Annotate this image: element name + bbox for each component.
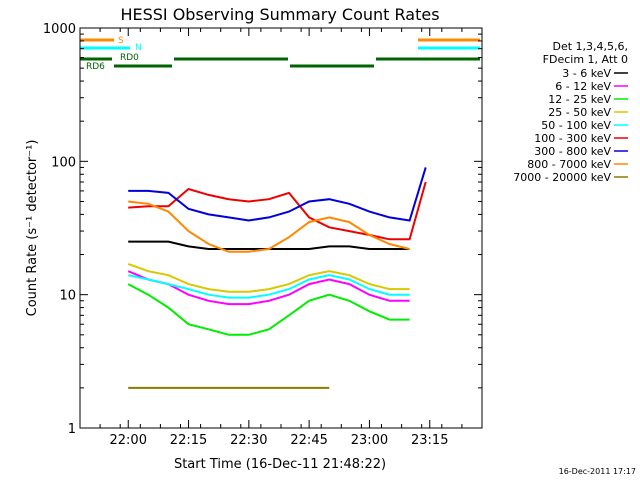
x-tick-label-5: 23:15 bbox=[411, 433, 448, 448]
legend-label-2: 12 - 25 keV bbox=[548, 93, 611, 106]
series-line-4 bbox=[127, 274, 410, 299]
x-axis-label: Start Time (16-Dec-11 21:48:22) bbox=[174, 457, 386, 472]
series-line-3 bbox=[127, 262, 410, 293]
flag-label-2: RD0 bbox=[120, 53, 139, 63]
legend-label-8: 7000 - 20000 keV bbox=[513, 171, 611, 184]
y-tick-label-0: 1 bbox=[68, 422, 76, 437]
series-line-2 bbox=[127, 283, 410, 336]
x-tick-label-0: 22:00 bbox=[110, 433, 147, 448]
x-tick-label-4: 23:00 bbox=[351, 433, 388, 448]
y-tick-label-1: 10 bbox=[59, 289, 76, 304]
legend: Det 1,3,4,5,6,FDecim 1, Att 03 - 6 keV6 … bbox=[513, 40, 628, 184]
legend-label-1: 6 - 12 keV bbox=[555, 80, 611, 93]
x-axis: 22:00 22:15 22:30 22:45 23:00 23:15 bbox=[79, 28, 483, 448]
flag-label-1: N bbox=[135, 43, 142, 53]
y-tick-label-2: 100 bbox=[51, 155, 76, 170]
x-tick-label-1: 22:15 bbox=[170, 433, 207, 448]
y-axis-label: Count Rate (s⁻¹ detector⁻¹) bbox=[25, 140, 40, 317]
legend-header-0: Det 1,3,4,5,6, bbox=[552, 40, 628, 53]
chart-title: HESSI Observing Summary Count Rates bbox=[120, 5, 439, 24]
flag-label-3: RD6 bbox=[86, 62, 105, 72]
series-line-6 bbox=[128, 167, 427, 222]
x-tick-label-3: 22:45 bbox=[290, 433, 327, 448]
flag-label-0: S bbox=[118, 36, 124, 46]
series-line-5 bbox=[128, 181, 427, 241]
series-layer bbox=[127, 167, 427, 389]
legend-label-5: 100 - 300 keV bbox=[534, 132, 611, 145]
legend-label-6: 300 - 800 keV bbox=[534, 145, 611, 158]
legend-label-0: 3 - 6 keV bbox=[562, 67, 611, 80]
legend-label-4: 50 - 100 keV bbox=[541, 119, 611, 132]
y-axis: 1 10 100 1000 bbox=[43, 22, 482, 437]
series-line-1 bbox=[127, 270, 410, 306]
legend-header-1: FDecim 1, Att 0 bbox=[543, 53, 628, 66]
series-line-7 bbox=[128, 200, 410, 253]
legend-label-3: 25 - 50 keV bbox=[548, 106, 611, 119]
x-tick-label-2: 22:30 bbox=[230, 433, 267, 448]
plot-frame bbox=[79, 27, 483, 429]
legend-label-7: 800 - 7000 keV bbox=[527, 158, 611, 171]
y-tick-label-3: 1000 bbox=[43, 22, 76, 37]
timestamp: 16-Dec-2011 17:17 bbox=[559, 467, 636, 476]
